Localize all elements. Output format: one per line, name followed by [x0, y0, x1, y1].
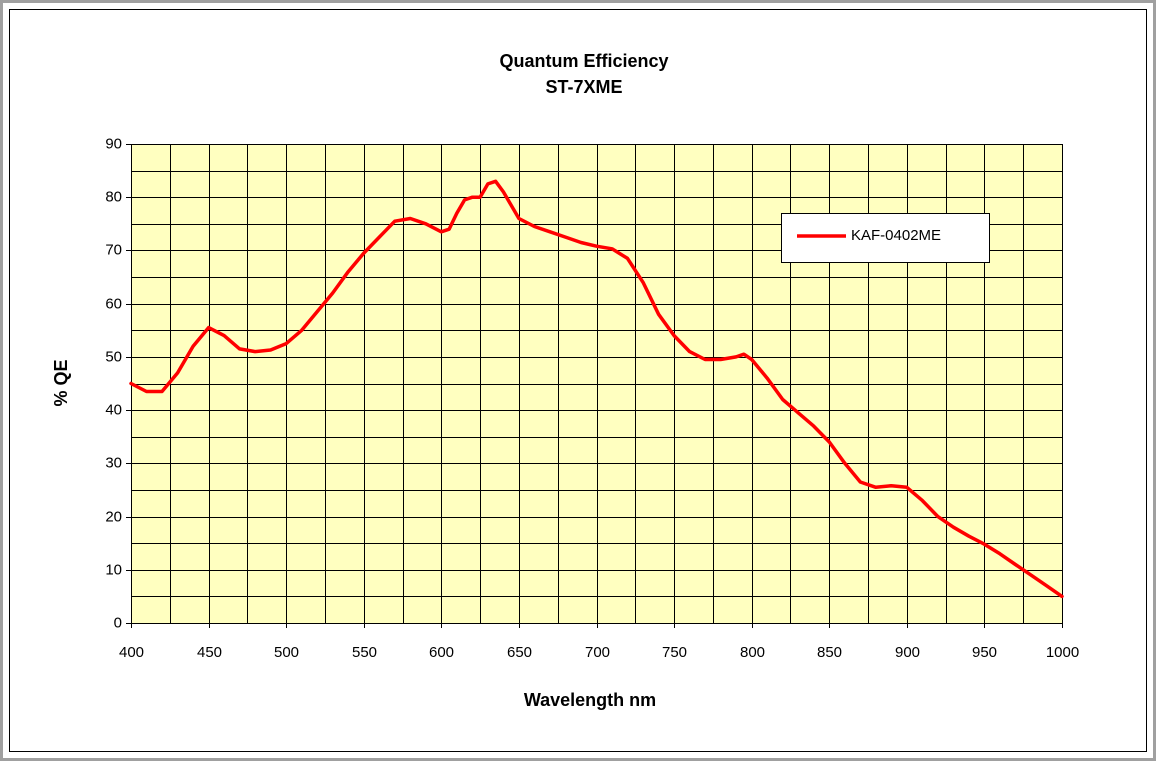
x-tick-label: 650 [507, 644, 532, 661]
legend-box [781, 213, 990, 263]
chart-subtitle: ST-7XME [545, 77, 622, 97]
y-tick-label: 40 [105, 401, 122, 418]
y-tick-label: 80 [105, 188, 122, 205]
x-tick-label: 550 [352, 644, 377, 661]
y-axis-label: % QE [51, 359, 71, 406]
y-tick-label: 90 [105, 135, 122, 152]
x-tick-label: 1000 [1046, 644, 1079, 661]
x-tick-label: 900 [895, 644, 920, 661]
x-tick-label: 850 [817, 644, 842, 661]
data-line [129, 179, 1064, 599]
x-tick-label: 700 [585, 644, 610, 661]
y-tick-label: 20 [105, 508, 122, 525]
chart-title: Quantum Efficiency [499, 51, 668, 71]
x-tick-label: 950 [972, 644, 997, 661]
y-tick-label: 70 [105, 241, 122, 258]
y-tick-label: 60 [105, 295, 122, 312]
legend-label: KAF-0402ME [851, 227, 941, 244]
x-tick-label: 500 [274, 644, 299, 661]
x-tick-label: 800 [740, 644, 765, 661]
y-tick-label: 10 [105, 561, 122, 578]
x-axis-label: Wavelength nm [524, 690, 656, 710]
x-tick-label: 750 [662, 644, 687, 661]
y-tick-label: 30 [105, 454, 122, 471]
x-tick-label: 600 [429, 644, 454, 661]
x-tick-label: 450 [197, 644, 222, 661]
y-tick-label: 0 [114, 614, 122, 631]
y-tick-label: 50 [105, 348, 122, 365]
x-tick-label: 400 [119, 644, 144, 661]
